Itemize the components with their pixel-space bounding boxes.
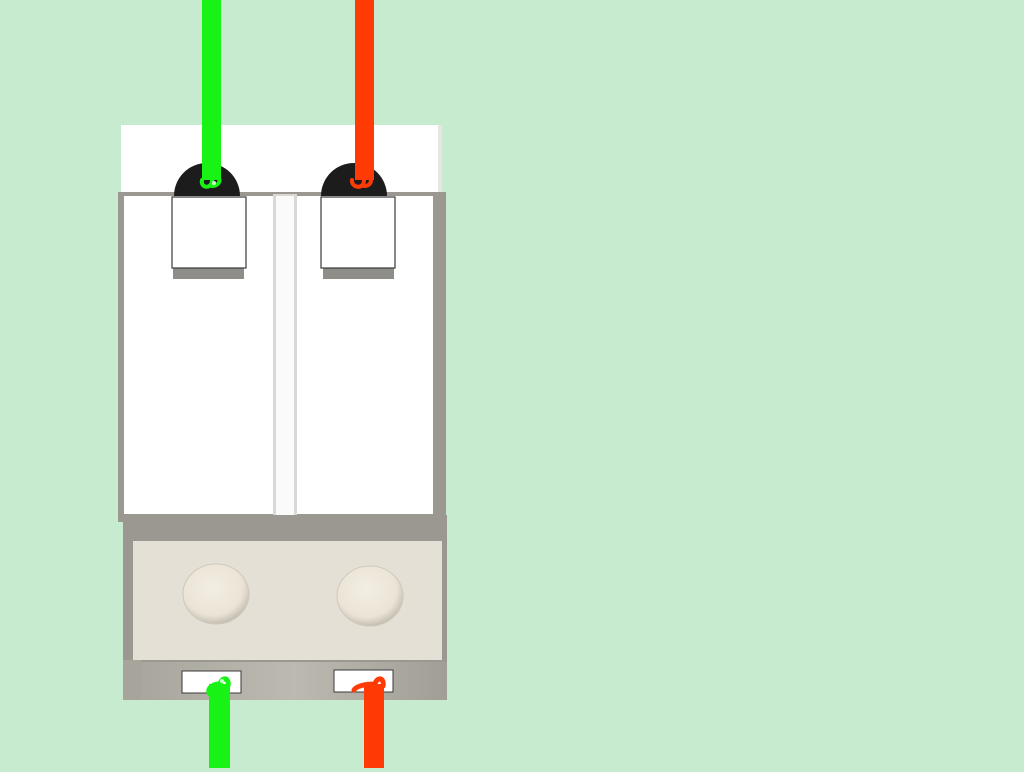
wire-top-right[interactable]: [350, 0, 374, 189]
housing-top-cap: [121, 125, 442, 195]
wire-top-left[interactable]: [199, 0, 222, 189]
toggle-button-right[interactable]: [336, 565, 404, 627]
screw-block-right: [320, 196, 396, 269]
toggle-buttons: [182, 563, 404, 627]
wires-layer: [199, 0, 386, 768]
terminal-line-left: [171, 163, 247, 279]
screw-block-left: [171, 196, 247, 269]
wire-top-left-highlight: [212, 181, 216, 185]
bottom-strip-left-edge: [123, 660, 141, 700]
wire-bottom-left[interactable]: [206, 676, 231, 768]
screw-block-right-shadow: [323, 266, 394, 279]
center-divider-inner: [276, 196, 294, 532]
wire-bottom-right[interactable]: [351, 676, 386, 768]
breaker-housing: [118, 125, 447, 700]
screw-block-left-shadow: [173, 266, 244, 279]
wire-bottom-left-highlight: [220, 679, 224, 683]
terminal-line-right: [320, 163, 396, 279]
housing-top-cap-edge: [438, 125, 442, 195]
toggle-button-left[interactable]: [182, 563, 250, 625]
